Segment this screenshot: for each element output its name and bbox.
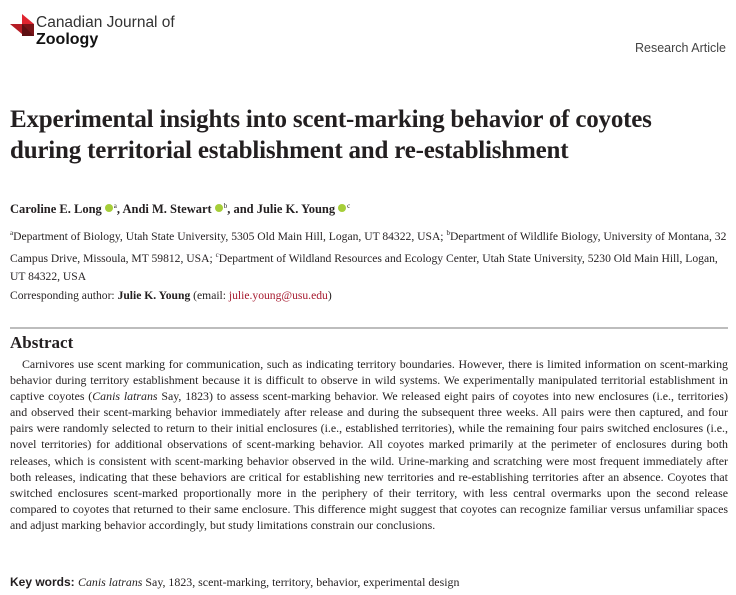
article-type: Research Article [634, 41, 726, 55]
affiliation-marker: c [215, 250, 219, 259]
author-name[interactable]: Julie K. Young [256, 202, 336, 217]
email-suffix: ) [327, 289, 332, 302]
author-list: Caroline E. Long a, Andi M. Stewart b, and… [10, 202, 350, 217]
journal-logo[interactable]: Canadian Journal of Zoology [10, 14, 175, 48]
affiliation-marker: a [113, 202, 117, 210]
abstract-text: Carnivores use scent marking for communi… [10, 356, 728, 533]
paper-title: Experimental insights into scent-marking… [10, 106, 652, 164]
affiliations: aDepartment of Biology, Utah State Unive… [10, 224, 730, 286]
keywords-list: Say, 1823, scent-marking, territory, beh… [142, 575, 460, 589]
affiliation-marker: b [446, 229, 450, 237]
keywords: Key words: Canis latrans Say, 1823, scen… [10, 575, 459, 590]
keywords-label: Key words: [10, 575, 79, 589]
affiliation-marker: a [10, 229, 14, 237]
separator: , [116, 202, 123, 217]
abstract-heading: Abstract [10, 333, 74, 352]
corresponding-author: Corresponding author: Julie K. Young (em… [10, 289, 332, 302]
author-name[interactable]: Andi M. Stewart [122, 202, 212, 217]
author-name[interactable]: Caroline E. Long [10, 202, 102, 217]
section-divider [10, 327, 728, 329]
orcid-icon[interactable] [338, 204, 347, 213]
affiliation-marker: c [347, 202, 351, 210]
keyword-species: Canis latrans [78, 575, 143, 589]
abstract-part: Carnivores use scent marking for communi… [10, 357, 728, 404]
corresponding-label: Corresponding author: [10, 289, 118, 302]
orcid-icon[interactable] [104, 204, 113, 213]
abstract-part: Say, 1823) to assess scent-marking behav… [10, 389, 728, 532]
email-prefix: (email: [190, 289, 229, 302]
affiliation-c: Department of Wildland Resources and Eco… [10, 251, 718, 283]
separator: , and [227, 202, 257, 217]
affiliation-b: Department of Wildlife Biology, Universi… [10, 229, 727, 265]
affiliation-marker: b [223, 202, 228, 210]
email-link[interactable]: julie.young@usu.edu [228, 289, 328, 302]
corresponding-name: Julie K. Young [117, 289, 191, 302]
orcid-icon[interactable] [214, 204, 223, 213]
journal-name-zoology: Zoology [36, 31, 99, 48]
journal-name: Canadian Journal of [36, 14, 175, 31]
species-name: Canis latrans [92, 389, 158, 404]
affiliation-a: Department of Biology, Utah State Univer… [13, 229, 447, 243]
maple-leaf-logo-icon [10, 14, 34, 36]
